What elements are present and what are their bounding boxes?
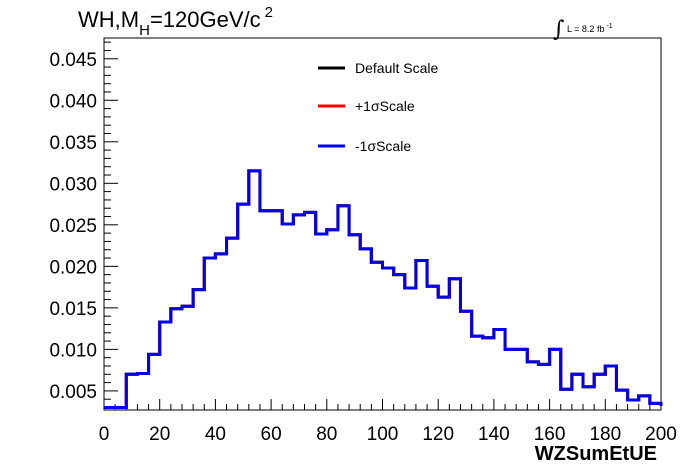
x-tick-label: 40 bbox=[205, 424, 226, 445]
y-tick-label: 0.035 bbox=[49, 133, 97, 154]
series-line-2 bbox=[104, 169, 663, 410]
y-tick-label: 0.020 bbox=[49, 257, 97, 278]
x-tick-label: 20 bbox=[149, 424, 170, 445]
legend-label: +1σScale bbox=[355, 98, 415, 114]
y-tick-label: 0.045 bbox=[49, 50, 97, 71]
luminosity-text: L = 8.2 fb -1 bbox=[567, 23, 613, 34]
y-tick-label: 0.030 bbox=[49, 174, 97, 195]
y-tick-label: 0.010 bbox=[49, 340, 97, 361]
y-tick-label: 0.015 bbox=[49, 299, 97, 320]
x-tick-label: 200 bbox=[645, 424, 677, 445]
y-tick-labels: 0.005 0.010 0.015 0.020 0.025 0.030 0.035 0.040… bbox=[49, 50, 97, 403]
x-tick-label: 0 bbox=[99, 424, 110, 445]
legend-label: -1σScale bbox=[355, 138, 411, 154]
x-tick-label: 180 bbox=[589, 424, 621, 445]
y-tick-label: 0.025 bbox=[49, 216, 97, 237]
x-tick-label: 160 bbox=[534, 424, 566, 445]
x-tick-label: 60 bbox=[261, 424, 282, 445]
chart-title: WH,MH=120GeV/c 2 bbox=[78, 4, 273, 39]
legend-label: Default Scale bbox=[355, 60, 438, 76]
legend: Default Scale +1σScale -1σScale bbox=[318, 60, 438, 154]
x-tick-label: 100 bbox=[367, 424, 399, 445]
luminosity-label: ∫ L = 8.2 fb -1 bbox=[553, 17, 613, 42]
integral-symbol: ∫ bbox=[553, 17, 565, 42]
y-tick-label: 0.005 bbox=[49, 382, 97, 403]
x-tick-label: 120 bbox=[422, 424, 454, 445]
x-axis-label: WZSumEtUE bbox=[535, 443, 657, 465]
y-tick-label: 0.040 bbox=[49, 91, 97, 112]
x-tick-labels: 0 20 40 60 80 100 120 140 160 180 200 bbox=[99, 424, 677, 445]
x-tick-label: 80 bbox=[316, 424, 337, 445]
plot-frame bbox=[103, 37, 662, 411]
x-tick-label: 140 bbox=[478, 424, 510, 445]
series-layer bbox=[104, 169, 663, 410]
